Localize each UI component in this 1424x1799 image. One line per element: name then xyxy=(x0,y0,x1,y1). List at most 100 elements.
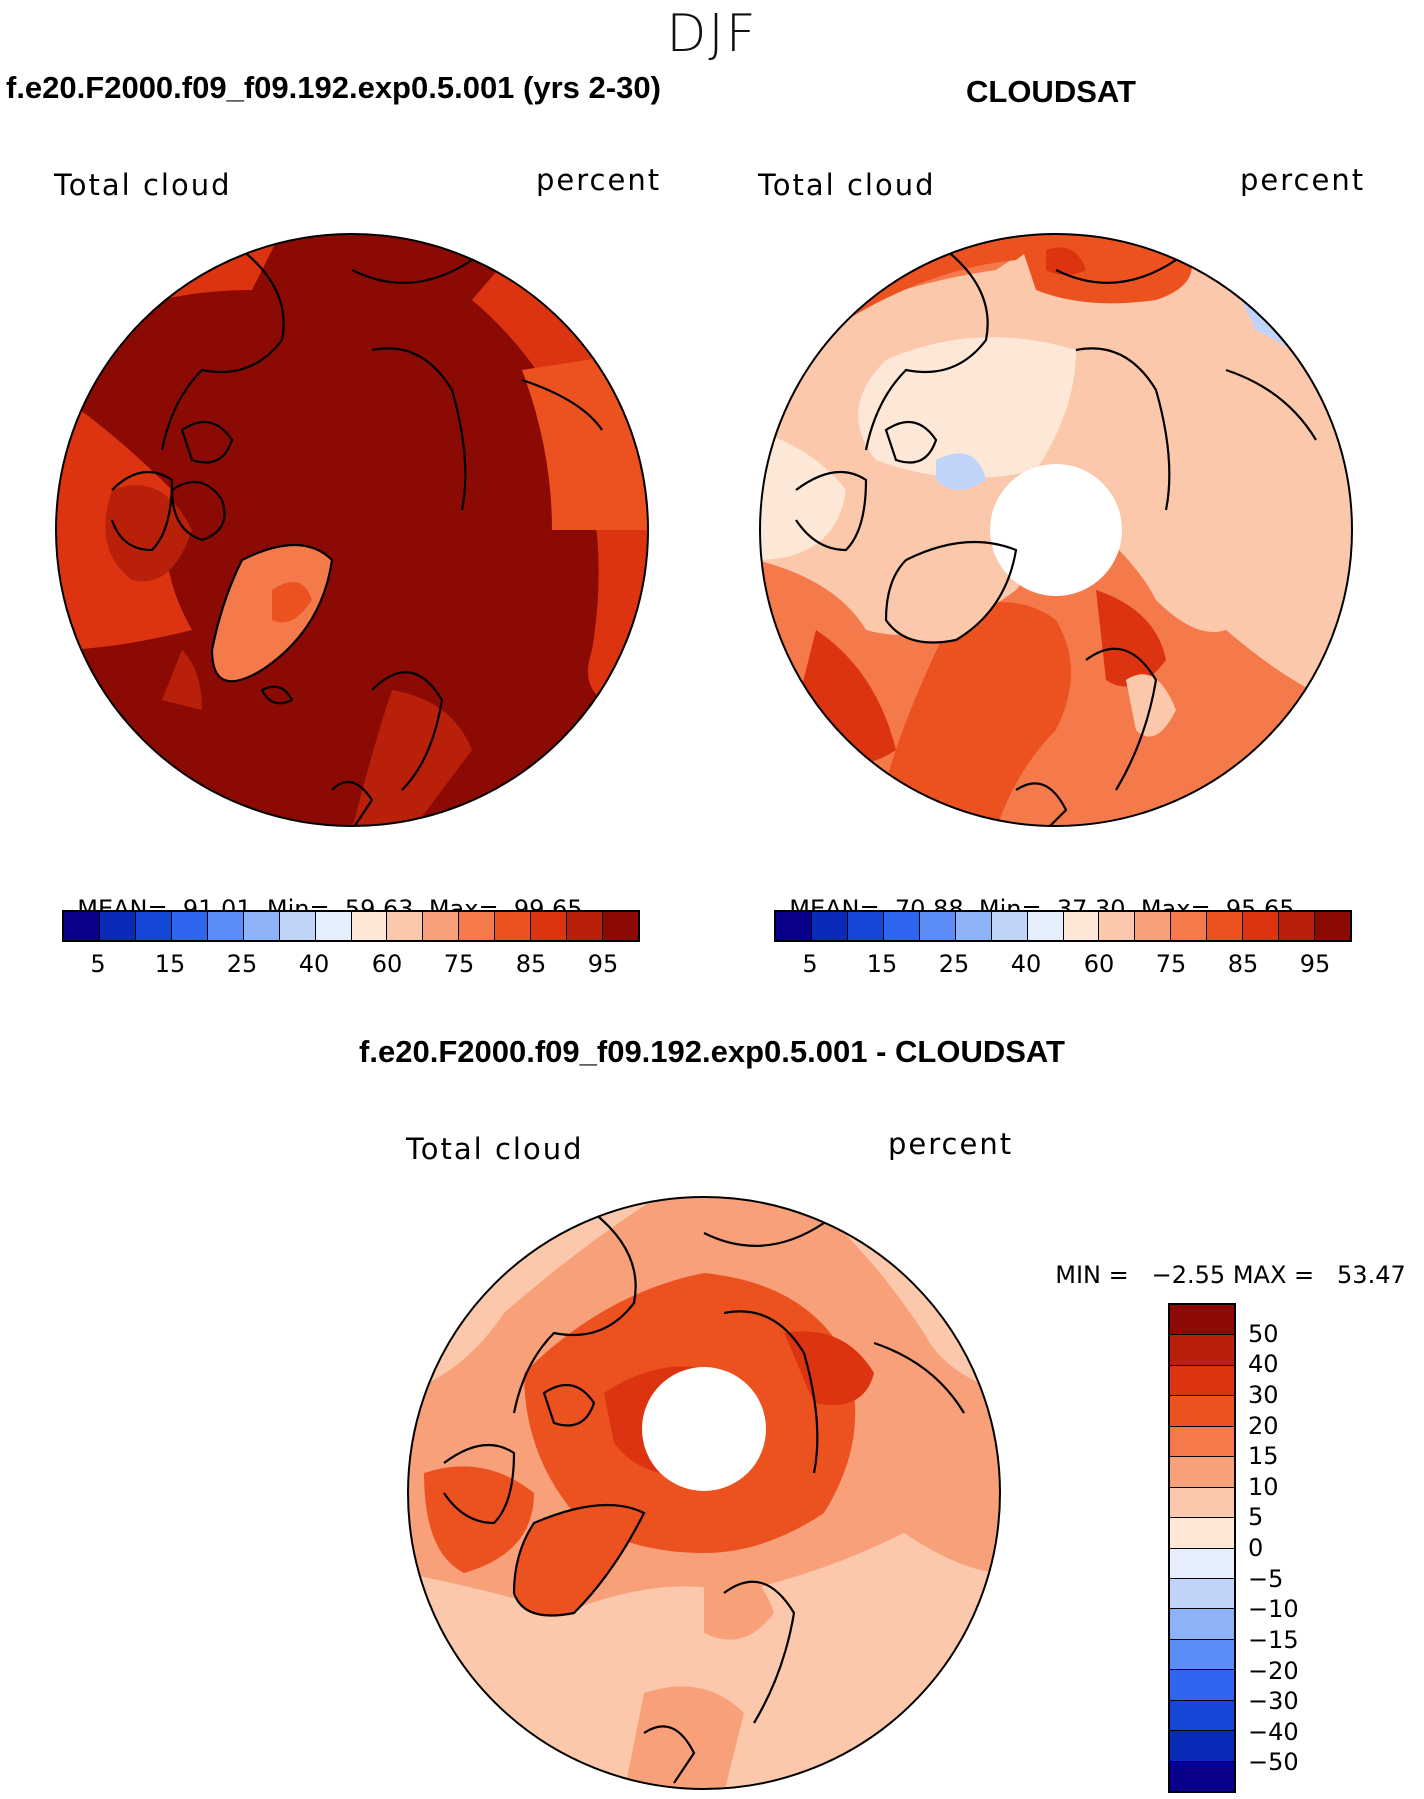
colorbar-swatch xyxy=(279,912,316,940)
model-colorbar-ticks: 5 15 25 40 60 75 85 95 xyxy=(62,950,640,980)
colorbar-tick: −20 xyxy=(1248,1656,1299,1685)
colorbar-swatch xyxy=(1170,1305,1234,1336)
diff-min-label: MIN = xyxy=(1055,1261,1129,1289)
colorbar-swatch xyxy=(919,912,956,940)
obs-colorbar-ticks: 5 15 25 40 60 75 85 95 xyxy=(774,950,1352,980)
diff-polar-map xyxy=(407,1196,1001,1790)
colorbar-swatch xyxy=(1170,1670,1234,1701)
colorbar-tick: 10 xyxy=(1248,1472,1279,1501)
colorbar-tick: 85 xyxy=(1227,950,1259,978)
model-panel-title: f.e20.F2000.f09_f09.192.exp0.5.001 (yrs … xyxy=(6,70,661,105)
diff-colorbar xyxy=(1168,1303,1236,1793)
colorbar-swatch xyxy=(1170,1457,1234,1488)
colorbar-tick: −10 xyxy=(1248,1595,1299,1624)
colorbar-swatch xyxy=(495,912,532,940)
colorbar-tick: 15 xyxy=(866,950,898,978)
colorbar-swatch xyxy=(811,912,848,940)
colorbar-swatch xyxy=(1171,912,1208,940)
colorbar-swatch xyxy=(531,912,568,940)
colorbar-swatch xyxy=(1170,1578,1234,1610)
colorbar-swatch xyxy=(1170,1396,1234,1427)
colorbar-tick: 30 xyxy=(1248,1380,1279,1409)
colorbar-swatch xyxy=(1243,912,1280,940)
model-variable-label: Total cloud xyxy=(54,168,232,202)
obs-units-label: percent xyxy=(1240,163,1366,197)
diff-panel-title: f.e20.F2000.f09_f09.192.exp0.5.001 - CLO… xyxy=(359,1034,1065,1069)
colorbar-swatch xyxy=(1279,912,1316,940)
colorbar-swatch xyxy=(315,912,352,940)
colorbar-tick: 5 xyxy=(1248,1503,1264,1532)
colorbar-swatch xyxy=(1170,1487,1234,1519)
obs-colorbar xyxy=(774,910,1352,942)
colorbar-swatch xyxy=(955,912,992,940)
colorbar-tick: 15 xyxy=(154,950,186,978)
colorbar-tick: 50 xyxy=(1248,1319,1279,1348)
colorbar-swatch xyxy=(991,912,1028,940)
colorbar-tick: 0 xyxy=(1248,1534,1264,1562)
colorbar-tick: 60 xyxy=(1083,950,1115,978)
colorbar-swatch xyxy=(459,912,496,940)
colorbar-swatch xyxy=(64,912,100,940)
colorbar-tick: 95 xyxy=(587,950,619,978)
colorbar-swatch xyxy=(1170,1365,1234,1397)
colorbar-swatch xyxy=(243,912,280,940)
obs-polar-map xyxy=(759,233,1353,827)
colorbar-tick: 20 xyxy=(1248,1411,1279,1440)
diff-units-label: percent xyxy=(888,1127,1014,1161)
diff-max-label: MAX = xyxy=(1232,1261,1315,1289)
colorbar-tick: −5 xyxy=(1248,1564,1284,1593)
colorbar-tick: −15 xyxy=(1248,1625,1299,1654)
colorbar-swatch xyxy=(1170,1518,1234,1549)
colorbar-tick: 5 xyxy=(802,950,818,978)
diff-colorbar-ticks: 50 40 30 20 15 10 5 0 −5 −10 −15 −20 −30… xyxy=(1248,1303,1318,1793)
colorbar-swatch xyxy=(387,912,424,940)
diff-min-value: −2.55 xyxy=(1151,1261,1226,1289)
colorbar-swatch xyxy=(207,912,244,940)
model-units-label: percent xyxy=(536,163,662,197)
colorbar-tick: −30 xyxy=(1248,1687,1299,1716)
colorbar-tick: 60 xyxy=(371,950,403,978)
colorbar-swatch xyxy=(1027,912,1064,940)
colorbar-swatch xyxy=(99,912,136,940)
colorbar-swatch xyxy=(171,912,208,940)
obs-variable-label: Total cloud xyxy=(758,168,936,202)
colorbar-swatch xyxy=(1170,1761,1234,1791)
colorbar-swatch xyxy=(1315,912,1350,940)
colorbar-tick: 5 xyxy=(90,950,106,978)
colorbar-tick: 85 xyxy=(515,950,547,978)
colorbar-swatch xyxy=(1170,1731,1234,1762)
colorbar-swatch xyxy=(1207,912,1244,940)
colorbar-tick: 40 xyxy=(298,950,330,978)
colorbar-swatch xyxy=(1170,1426,1234,1458)
colorbar-tick: 25 xyxy=(938,950,970,978)
colorbar-swatch xyxy=(776,912,812,940)
colorbar-swatch xyxy=(847,912,884,940)
colorbar-tick: 25 xyxy=(226,950,258,978)
colorbar-tick: 95 xyxy=(1299,950,1331,978)
colorbar-tick: −40 xyxy=(1248,1717,1299,1746)
colorbar-swatch xyxy=(135,912,172,940)
season-title: DJF xyxy=(666,4,758,64)
colorbar-swatch xyxy=(567,912,604,940)
colorbar-swatch xyxy=(351,912,388,940)
colorbar-swatch xyxy=(883,912,920,940)
colorbar-tick: 75 xyxy=(443,950,475,978)
colorbar-tick: 15 xyxy=(1248,1442,1279,1471)
diff-variable-label: Total cloud xyxy=(406,1132,584,1166)
colorbar-swatch xyxy=(603,912,638,940)
diff-max-value: 53.47 xyxy=(1337,1261,1406,1289)
colorbar-swatch xyxy=(1063,912,1100,940)
colorbar-tick: 40 xyxy=(1248,1350,1279,1379)
colorbar-swatch xyxy=(1170,1335,1234,1366)
colorbar-swatch xyxy=(1170,1548,1234,1579)
colorbar-tick: 40 xyxy=(1010,950,1042,978)
model-colorbar xyxy=(62,910,640,942)
model-polar-map xyxy=(55,233,649,827)
colorbar-swatch xyxy=(1170,1700,1234,1732)
colorbar-swatch xyxy=(423,912,460,940)
colorbar-swatch xyxy=(1170,1609,1234,1640)
colorbar-tick: −50 xyxy=(1248,1748,1299,1777)
colorbar-swatch xyxy=(1135,912,1172,940)
obs-panel-title: CLOUDSAT xyxy=(966,74,1136,109)
colorbar-swatch xyxy=(1099,912,1136,940)
